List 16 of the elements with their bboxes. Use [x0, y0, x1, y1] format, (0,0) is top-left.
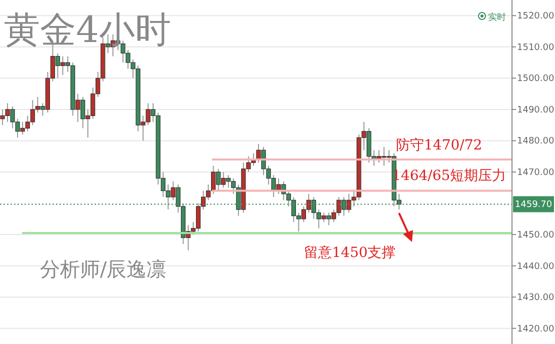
y-tick-label: 1500.00	[517, 74, 554, 84]
y-tick-label: 1450.00	[517, 230, 554, 241]
y-tick-label: 1510.00	[517, 42, 554, 53]
y-tick-label: 1520.00	[517, 12, 554, 22]
y-tick-label: 1420.00	[517, 324, 554, 334]
ref-line-label: 防守1470/72	[396, 137, 482, 154]
annotation: 实时	[488, 12, 506, 23]
y-tick-label: 1430.00	[517, 293, 554, 304]
y-tick-label: 1470.00	[517, 168, 554, 178]
ref-line-label: 留意1450支撑	[304, 244, 396, 261]
y-tick-label: 1440.00	[517, 262, 554, 272]
chart-title: 黄金4小时	[4, 10, 171, 51]
y-tick-label: 1490.00	[517, 105, 554, 116]
y-tick-label: 1480.00	[517, 136, 554, 147]
annotation: 分析师/辰逸凛	[40, 257, 167, 281]
ref-line-label: 1459.70	[514, 200, 552, 210]
